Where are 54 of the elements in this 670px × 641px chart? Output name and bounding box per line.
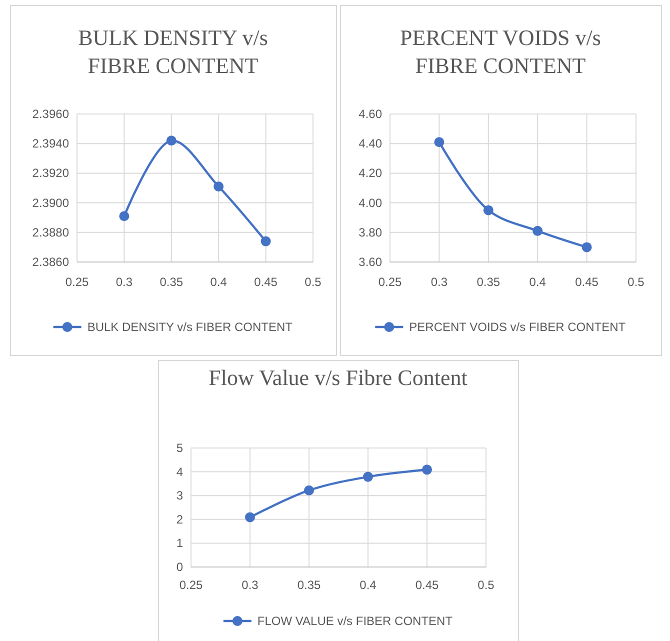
y-tick-label: 3.80 — [358, 225, 382, 240]
y-tick-label: 2.3860 — [32, 255, 70, 269]
y-tick-label: 2.3940 — [32, 136, 70, 151]
point — [245, 512, 255, 522]
point — [434, 137, 444, 148]
point — [304, 485, 314, 496]
point — [119, 211, 130, 222]
chart-title: PERCENT VOIDS v/s FIBRE CONTENT — [400, 25, 601, 78]
x-tick-label: 0.5 — [478, 578, 495, 592]
x-tick-label: 0.35 — [160, 275, 184, 289]
legend-label: BULK DENSITY v/s FIBER CONTENT — [87, 320, 294, 334]
y-tick-label: 2.3900 — [32, 196, 70, 210]
y-tick-label: 4.60 — [358, 107, 382, 121]
x-tick-label: 0.25 — [378, 275, 402, 289]
y-tick-label: 4.40 — [358, 136, 382, 151]
y-tick-label: 2.3880 — [32, 225, 70, 240]
y-tick-label: 5 — [176, 441, 184, 455]
x-tick-label: 0.4 — [529, 275, 546, 289]
x-tick-label: 0.3 — [116, 275, 133, 289]
y-tick-label: 2 — [176, 512, 184, 526]
point — [214, 182, 224, 192]
x-tick-label: 0.45 — [254, 275, 278, 289]
y-tick-label: 1 — [176, 536, 184, 550]
point — [582, 242, 592, 252]
point — [363, 472, 373, 482]
point — [422, 464, 432, 475]
point — [532, 226, 543, 236]
chart-title: BULK DENSITY v/s FIBRE CONTENT — [78, 25, 268, 78]
point — [483, 205, 494, 216]
x-tick-label: 0.45 — [575, 275, 599, 289]
x-tick-label: 0.25 — [65, 275, 89, 289]
chart-title: Flow Value v/s Fibre Content — [208, 365, 468, 390]
y-tick-label: 4 — [176, 464, 184, 479]
y-tick-label: 0 — [176, 560, 184, 574]
x-tick-label: 0.45 — [415, 578, 439, 592]
point — [260, 236, 271, 246]
x-tick-label: 0.4 — [210, 275, 228, 289]
legend-label: PERCENT VOIDS v/s FIBER CONTENT — [409, 320, 626, 334]
y-tick-label: 3 — [176, 488, 184, 503]
x-tick-label: 0.5 — [628, 275, 645, 289]
y-tick-label: 2.3960 — [32, 107, 70, 121]
x-tick-label: 0.5 — [304, 275, 322, 289]
x-tick-label: 0.3 — [242, 578, 259, 592]
legend-label: FLOW VALUE v/s FIBER CONTENT — [257, 614, 454, 628]
point — [166, 136, 176, 146]
x-tick-label: 0.4 — [360, 578, 377, 592]
x-tick-label: 0.35 — [297, 578, 321, 592]
x-tick-label: 0.35 — [476, 275, 500, 289]
x-tick-label: 0.25 — [179, 578, 203, 592]
x-tick-label: 0.3 — [430, 275, 448, 289]
y-tick-label: 2.3920 — [32, 166, 70, 180]
y-tick-label: 3.60 — [358, 255, 382, 269]
y-tick-label: 4.20 — [358, 166, 382, 180]
y-tick-label: 4.00 — [358, 196, 382, 210]
